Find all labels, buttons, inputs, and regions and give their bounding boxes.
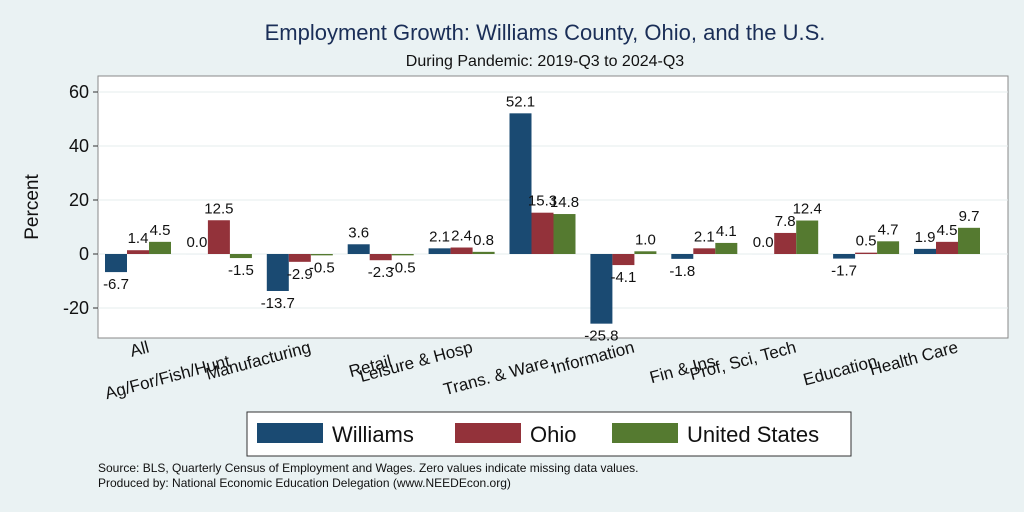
- bar-williams-leisure-hosp: [428, 248, 451, 254]
- legend-box: [246, 411, 852, 457]
- bar-ohio-leisure-hosp: [450, 247, 473, 254]
- bar-williams-retail: [347, 244, 370, 254]
- chart-title: Employment Growth: Williams County, Ohio…: [265, 20, 826, 45]
- value-label-ohio-information: -4.1: [610, 269, 636, 286]
- y-axis-label: Percent: [22, 174, 43, 240]
- bar-williams-fin-ins: [671, 254, 694, 259]
- value-labels: -6.71.4 4.50.012.5-1.5-13.7-2.9-0.53.6-2.…: [103, 93, 979, 344]
- value-label-united-states-fin-ins: 4.1: [716, 223, 737, 240]
- category-label-all: All: [128, 338, 151, 361]
- bar-ohio-all: [127, 250, 149, 254]
- bar-united-states-prof-sci-tech: [796, 220, 819, 254]
- y-tick-label: -20: [63, 298, 89, 318]
- bar-williams-information: [590, 254, 613, 324]
- legend-swatch-united-states: [612, 423, 678, 443]
- source-note: Source: BLS, Quarterly Census of Employm…: [98, 461, 638, 475]
- bar-united-states-education: [877, 241, 900, 254]
- bar-ohio-trans-ware: [531, 212, 554, 254]
- value-label-williams-education: -1.7: [831, 263, 857, 280]
- value-label-ohio-prof-sci-tech: 7.8: [775, 213, 796, 230]
- bar-ohio-education: [855, 252, 878, 254]
- plot-area: [97, 75, 1009, 339]
- legend-swatch-williams: [257, 423, 323, 443]
- bar-united-states-leisure-hosp: [472, 251, 495, 254]
- value-label-united-states-information: 1.0: [635, 231, 656, 248]
- value-label-williams-manufacturing: -13.7: [261, 295, 295, 312]
- category-label-manufacturing: Manufacturing: [204, 338, 313, 384]
- bar-williams-health-care: [914, 248, 936, 254]
- value-label-united-states-education: 4.7: [878, 221, 899, 238]
- value-label-ohio-manufacturing: -2.9: [287, 266, 313, 283]
- produced-by-note: Produced by: National Economic Education…: [98, 476, 511, 490]
- value-label-ohio-ag-for-fish-hunt: 12.5: [204, 200, 233, 217]
- bar-ohio-prof-sci-tech: [774, 232, 797, 254]
- value-label-united-states-retail: -0.5: [390, 259, 416, 276]
- bar-ohio-fin-ins: [693, 248, 716, 254]
- value-label-williams-prof-sci-tech: 0.0: [753, 234, 774, 251]
- value-label-united-states-health-care: 9.7: [959, 208, 980, 225]
- bar-williams-education: [833, 254, 856, 259]
- value-label-united-states-all: 4.5: [150, 222, 171, 239]
- chart-subtitle: During Pandemic: 2019-Q3 to 2024-Q3: [406, 53, 684, 70]
- bar-ohio-ag-for-fish-hunt: [207, 220, 230, 254]
- legend-swatch-ohio: [455, 423, 521, 443]
- legend-label-united-states: United States: [687, 422, 819, 447]
- legend-label-ohio: Ohio: [530, 422, 576, 447]
- bar-united-states-retail: [391, 254, 414, 256]
- bar-ohio-information: [612, 254, 635, 266]
- bar-ohio-manufacturing: [288, 254, 311, 262]
- bar-united-states-health-care: [958, 227, 980, 254]
- value-label-williams-information: -25.8: [584, 328, 618, 345]
- bar-ohio-retail: [369, 254, 392, 261]
- value-label-united-states-prof-sci-tech: 12.4: [793, 201, 822, 218]
- value-label-united-states-manufacturing: -0.5: [309, 259, 335, 276]
- value-label-williams-all: -6.7: [103, 276, 129, 293]
- value-label-ohio-leisure-hosp: 2.4: [451, 228, 472, 245]
- bar-united-states-trans-ware: [553, 214, 576, 254]
- y-tick-label: 20: [69, 190, 89, 210]
- legend: Williams Ohio United States: [246, 411, 852, 457]
- y-tick-label: 60: [69, 82, 89, 102]
- value-label-ohio-education: 0.5: [856, 233, 877, 250]
- bar-ohio-health-care: [936, 241, 958, 254]
- value-label-ohio-fin-ins: 2.1: [694, 228, 715, 245]
- y-axis-ticks: -20 0 20 40 60: [63, 82, 98, 318]
- legend-label-williams: Williams: [332, 422, 414, 447]
- y-tick-label: 0: [79, 244, 89, 264]
- value-label-ohio-health-care: 4.5: [937, 222, 958, 239]
- bar-williams-trans-ware: [509, 113, 532, 254]
- value-label-williams-health-care: 1.9: [915, 229, 936, 246]
- value-label-williams-ag-for-fish-hunt: 0.0: [186, 234, 207, 251]
- category-label-education: Education: [801, 352, 879, 390]
- value-label-williams-leisure-hosp: 2.1: [429, 228, 450, 245]
- y-tick-label: 40: [69, 136, 89, 156]
- bar-united-states-manufacturing: [310, 254, 333, 256]
- value-label-united-states-trans-ware: 14.8: [550, 194, 579, 211]
- bar-united-states-fin-ins: [715, 242, 738, 254]
- value-label-williams-retail: 3.6: [348, 224, 369, 241]
- value-label-ohio-trans-ware: 15.3: [528, 193, 557, 210]
- bar-united-states-ag-for-fish-hunt: [229, 254, 252, 259]
- value-label-ohio-all: 1.4: [128, 230, 149, 247]
- value-label-united-states-ag-for-fish-hunt: -1.5: [228, 262, 254, 279]
- bar-united-states-information: [634, 251, 657, 254]
- value-label-williams-fin-ins: -1.8: [669, 263, 695, 280]
- bars: [105, 113, 980, 324]
- category-label-prof-sci-tech: Prof, Sci, Tech: [688, 338, 798, 385]
- category-label-health-care: Health Care: [867, 338, 960, 380]
- value-label-williams-trans-ware: 52.1: [506, 93, 535, 110]
- bar-williams-manufacturing: [266, 254, 289, 291]
- value-label-united-states-leisure-hosp: 0.8: [473, 232, 494, 249]
- bar-williams-all: [105, 254, 127, 273]
- value-label-ohio-retail: -2.3: [368, 264, 394, 281]
- bar-united-states-all: [149, 241, 171, 254]
